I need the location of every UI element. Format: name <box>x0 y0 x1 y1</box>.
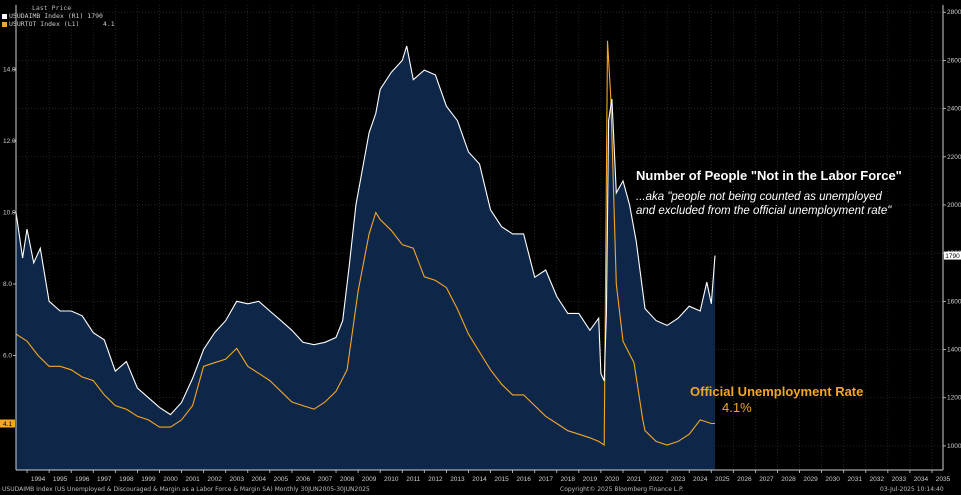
right-tick-label: 1000 <box>947 443 961 450</box>
right-tick-label: 1400 <box>947 347 961 354</box>
x-tick-label: 2024 <box>693 476 708 483</box>
legend-header: Last Price <box>32 4 72 12</box>
x-tick-label: 2022 <box>649 476 664 483</box>
x-tick-label: 2016 <box>516 476 531 483</box>
x-tick-label: 2025 <box>715 476 730 483</box>
x-tick-label: 2035 <box>936 476 951 483</box>
left-tick-label: 6.0 <box>3 353 12 360</box>
x-tick-label: 2013 <box>450 476 465 483</box>
x-tick-label: 2032 <box>870 476 885 483</box>
legend-item-usurtot: USURTOT Index (L1) 4.1 <box>2 20 115 28</box>
legend-value-usudaimb: 1790 <box>87 12 103 20</box>
right-tick-label: 2400 <box>947 106 961 113</box>
right-tick-label: 2600 <box>947 57 961 64</box>
x-tick-label: 2018 <box>561 476 576 483</box>
annotation-subtitle-line1: ...aka "people not being counted as unem… <box>636 191 882 203</box>
x-tick-label: 2027 <box>759 476 774 483</box>
usudaimb-area-fill <box>16 46 715 470</box>
x-tick-label: 2001 <box>185 476 200 483</box>
legend: Last Price USUDAIMB Index (R1) 1790 USUR… <box>2 4 115 28</box>
right-tick-label: 1200 <box>947 395 961 402</box>
annotation-rate-value: 4.1% <box>722 400 752 415</box>
footer-timestamp: 03-Jul-2025 10:14:40 <box>880 486 944 493</box>
x-tick-label: 1995 <box>53 476 68 483</box>
left-last-value-text: 4.1 <box>3 421 12 428</box>
left-tick-label: 10.0 <box>3 209 16 216</box>
axis-labels: 1994 1995 1996 1997 1998 1999 2000 2001 2002 2003… <box>0 9 961 483</box>
annotation-subtitle-line2: and excluded from the official unemploym… <box>636 205 892 217</box>
x-tick-label: 2012 <box>428 476 443 483</box>
footer-source: USUDAIMB Index (US Unemployed & Discoura… <box>2 486 370 493</box>
x-tick-label: 2023 <box>671 476 686 483</box>
legend-item-usudaimb: USUDAIMB Index (R1) 1790 <box>2 12 115 20</box>
x-tick-label: 2002 <box>207 476 222 483</box>
x-tick-label: 2030 <box>825 476 840 483</box>
legend-swatch-white <box>2 13 7 19</box>
x-tick-label: 2000 <box>163 476 178 483</box>
x-tick-label: 2029 <box>803 476 818 483</box>
x-tick-label: 2028 <box>781 476 796 483</box>
x-tick-label: 2017 <box>538 476 553 483</box>
x-tick-label: 2006 <box>296 476 311 483</box>
right-tick-label: 2000 <box>947 202 961 209</box>
x-tick-label: 2005 <box>274 476 289 483</box>
x-tick-label: 2010 <box>384 476 399 483</box>
x-tick-label: 2031 <box>847 476 862 483</box>
left-tick-label: 8.0 <box>3 281 12 288</box>
x-tick-label: 1998 <box>119 476 134 483</box>
annotation-title: Number of People "Not in the Labor Force… <box>636 168 902 183</box>
left-last-value-tag <box>0 419 15 428</box>
x-tick-label: 2003 <box>229 476 244 483</box>
x-tick-label: 2004 <box>252 476 267 483</box>
x-tick-label: 2033 <box>892 476 907 483</box>
annotation-rate-label: Official Unemployment Rate <box>690 384 864 399</box>
x-tick-label: 2026 <box>737 476 752 483</box>
legend-label-usudaimb: USUDAIMB Index (R1) <box>9 12 84 20</box>
x-tick-label: 2015 <box>494 476 509 483</box>
x-tick-label: 1997 <box>97 476 112 483</box>
legend-value-usurtot: 4.1 <box>102 20 115 28</box>
x-tick-label: 2007 <box>318 476 333 483</box>
usurtot-line <box>15 40 715 447</box>
left-tick-label: 12.0 <box>3 138 16 145</box>
x-tick-label: 2021 <box>627 476 642 483</box>
footer-copyright: Copyright© 2025 Bloomberg Finance L.P. <box>560 486 684 493</box>
x-tick-label: 1999 <box>141 476 156 483</box>
right-tick-label: 2800 <box>947 9 961 16</box>
x-tick-label: 2008 <box>340 476 355 483</box>
x-tick-label: 2034 <box>914 476 929 483</box>
x-tick-label: 2019 <box>583 476 598 483</box>
x-tick-label: 2011 <box>406 476 420 483</box>
right-tick-label: 1600 <box>947 298 961 305</box>
right-tick-label: 2200 <box>947 154 961 161</box>
right-last-value-tag <box>944 251 961 260</box>
legend-swatch-orange <box>2 21 7 27</box>
x-tick-label: 1994 <box>31 476 46 483</box>
x-tick-label: 1996 <box>75 476 90 483</box>
legend-label-usurtot: USURTOT Index (L1) <box>9 20 80 28</box>
usudaimb-line <box>15 45 716 416</box>
annotation-subtitle: ...aka "people not being counted as unem… <box>636 190 936 218</box>
right-last-value-text: 1790 <box>945 253 960 260</box>
x-tick-label: 2020 <box>605 476 620 483</box>
left-tick-label: 14.0 <box>3 66 16 73</box>
x-tick-label: 2009 <box>362 476 377 483</box>
x-tick-label: 2014 <box>472 476 487 483</box>
